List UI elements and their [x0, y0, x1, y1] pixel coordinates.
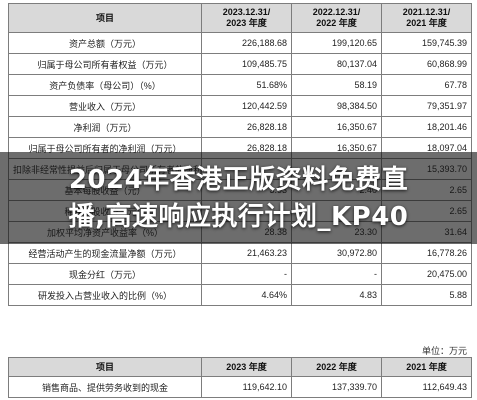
table-row: 营业收入（万元） 120,442.59 98,384.50 79,351.97	[8, 95, 472, 117]
banner-line-2: 播,高速响应执行计划_KP40	[68, 202, 409, 232]
value-cell: 51.68%	[201, 74, 292, 96]
column-header-2022: 2022 年度	[291, 357, 382, 377]
table-row: 研发投入占营业收入的比例（%） 4.64% 4.83 5.88	[8, 284, 472, 306]
row-label-cell: 销售商品、提供劳务收到的现金	[8, 376, 202, 398]
column-header-item: 项目	[8, 3, 202, 33]
header-2022-text: 2022.12.31/ 2022 年度	[312, 7, 361, 28]
row-label-cell: 经营活动产生的现金流量净额（万元）	[8, 242, 202, 264]
row-label-cell: 营业收入（万元）	[8, 95, 202, 117]
header-2021-text: 2021.12.31/ 2021 年度	[402, 7, 451, 28]
value-cell: 16,778.26	[381, 242, 472, 264]
value-cell: 159,745.39	[381, 32, 472, 54]
header-2023-text: 2023.12.31/ 2023 年度	[222, 7, 271, 28]
column-header-2023: 2023 年度	[201, 357, 292, 377]
value-cell: 112,649.43	[381, 376, 472, 398]
row-label-cell: 资产负债率（母公司）（%）	[8, 74, 202, 96]
value-cell: 60,868.99	[381, 53, 472, 75]
table-row: 现金分红（万元） - -20,475.00	[8, 263, 472, 285]
value-cell: 109,485.75	[201, 53, 292, 75]
column-header-item: 项目	[8, 357, 202, 377]
value-cell: 18,201.46	[381, 116, 472, 138]
cash-flow-body: 销售商品、提供劳务收到的现金 119,642.10 137,339.70 112,64…	[8, 376, 472, 398]
value-cell: 30,972.80	[291, 242, 382, 264]
value-cell: 80,137.04	[291, 53, 382, 75]
row-label-cell: 现金分红（万元）	[8, 263, 202, 285]
value-cell: 5.88	[381, 284, 472, 306]
table-row: 资产总额（万元） 226,188.68 199,120.65 159,745.39	[8, 32, 472, 54]
value-cell: 20,475.00	[381, 263, 472, 285]
banner-line-1: 2024年香港正版资料免费直	[68, 165, 409, 195]
value-cell: -	[201, 263, 292, 285]
value-cell: 4.83	[291, 284, 382, 306]
value-cell: 137,339.70	[291, 376, 382, 398]
value-cell: 16,350.67	[291, 116, 382, 138]
value-cell: -	[291, 263, 382, 285]
column-header-2021: 2021.12.31/ 2021 年度	[381, 3, 472, 33]
value-cell: 120,442.59	[201, 95, 292, 117]
table-row: 归属于母公司所有者权益（万元） 109,485.75 80,137.04 60,868…	[8, 53, 472, 75]
banner-headline: 2024年香港正版资料免费直 播,高速响应执行计划_KP40	[0, 162, 477, 236]
column-header-2021: 2021 年度	[381, 357, 472, 377]
table-header-row: 项目 2023 年度 2022 年度 2021 年度	[8, 357, 472, 377]
table-header-row: 项目 2023.12.31/ 2023 年度 2022.12.31/ 2022 …	[8, 3, 472, 33]
column-header-2023: 2023.12.31/ 2023 年度	[201, 3, 292, 33]
value-cell: 199,120.65	[291, 32, 382, 54]
row-label-cell: 归属于母公司所有者权益（万元）	[8, 53, 202, 75]
value-cell: 67.78	[381, 74, 472, 96]
banner-overlay	[0, 152, 477, 244]
row-label-cell: 净利润（万元）	[8, 116, 202, 138]
value-cell: 119,642.10	[201, 376, 292, 398]
row-label-cell: 研发投入占营业收入的比例（%）	[8, 284, 202, 306]
table-row: 经营活动产生的现金流量净额（万元） 21,463.23 30,972.80 16,77…	[8, 242, 472, 264]
cash-flow-table: 项目 2023 年度 2022 年度 2021 年度 销售商品、提供劳务收到的现…	[8, 357, 472, 398]
unit-note: 单位：万元	[421, 346, 467, 356]
value-cell: 4.64%	[201, 284, 292, 306]
table-row: 销售商品、提供劳务收到的现金 119,642.10 137,339.70 112,64…	[8, 376, 472, 398]
table-row: 净利润（万元） 26,828.18 16,350.67 18,201.46	[8, 116, 472, 138]
value-cell: 21,463.23	[201, 242, 292, 264]
value-cell: 226,188.68	[201, 32, 292, 54]
value-cell: 79,351.97	[381, 95, 472, 117]
column-header-2022: 2022.12.31/ 2022 年度	[291, 3, 382, 33]
value-cell: 26,828.18	[201, 116, 292, 138]
row-label-cell: 资产总额（万元）	[8, 32, 202, 54]
value-cell: 58.19	[291, 74, 382, 96]
value-cell: 98,384.50	[291, 95, 382, 117]
table-row: 资产负债率（母公司）（%） 51.68% 58.19 67.78	[8, 74, 472, 96]
